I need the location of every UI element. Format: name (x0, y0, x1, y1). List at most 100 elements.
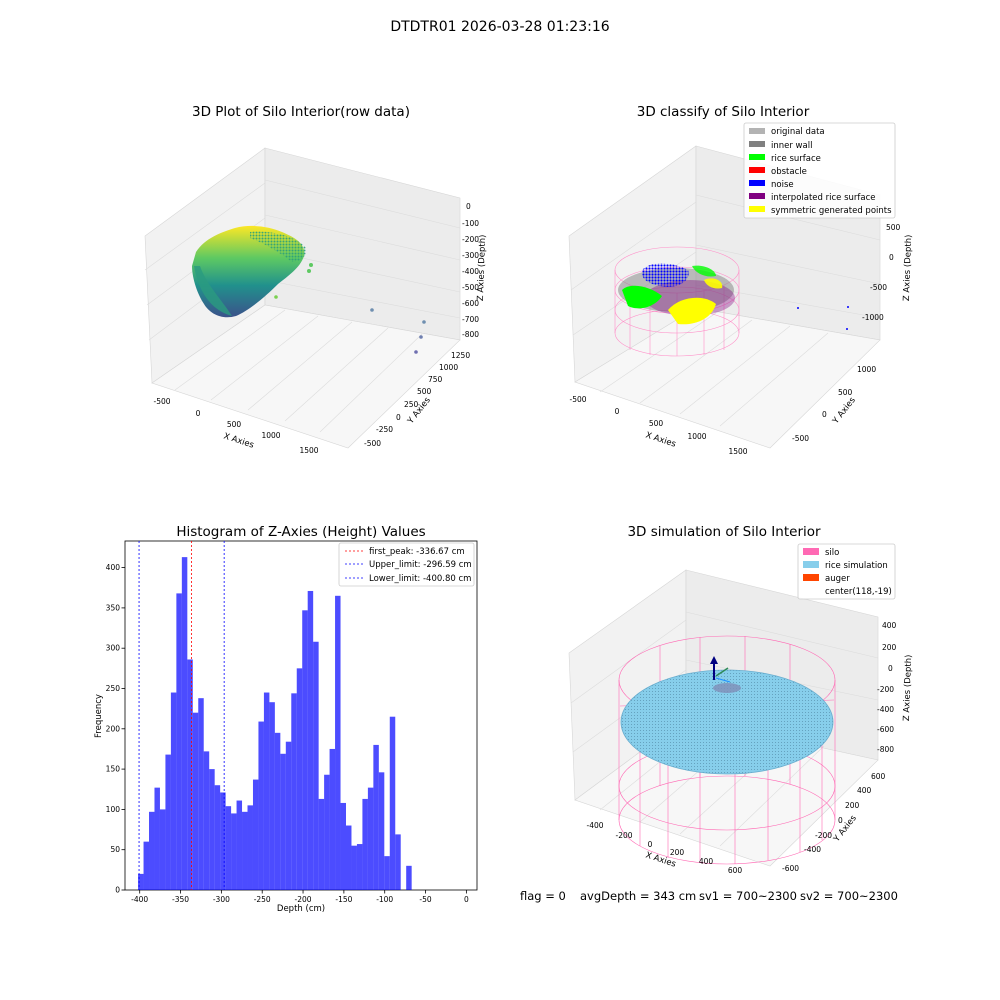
sim-y-tick: -400 (804, 845, 821, 854)
footer-sv1: sv1 = 700~2300 (699, 889, 797, 903)
classify-symmetric-points (668, 297, 716, 325)
histogram-legend-label: first_peak: -336.67 cm (369, 547, 465, 557)
raw-z-tick: -100 (462, 219, 479, 228)
histogram-bar (367, 787, 374, 890)
panel-classify-title: 3D classify of Silo Interior (637, 104, 810, 120)
histogram-x-tick-label: -150 (335, 895, 352, 904)
raw-z-tick: -600 (462, 299, 479, 308)
sim-y-tick: 400 (857, 786, 872, 795)
classify-legend-swatch (749, 206, 765, 212)
histogram-title: Histogram of Z-Axies (Height) Values (176, 524, 425, 540)
histogram-bar (170, 692, 177, 890)
histogram-legend: first_peak: -336.67 cm Upper_limit: -296… (338, 542, 475, 587)
sim-x-tick: 0 (648, 840, 653, 849)
histogram-bar (351, 845, 357, 890)
classify-legend-label: rice surface (771, 154, 821, 164)
classify-legend-label: obstacle (771, 167, 807, 177)
histogram-legend-entry: Upper_limit: -296.59 cm (345, 560, 472, 570)
classify-x-tick: 0 (615, 407, 620, 416)
sim-z-tick: 0 (888, 664, 893, 673)
histogram-bar (378, 772, 385, 890)
sim-y-tick: 600 (871, 772, 886, 781)
sim-legend-entry: auger (803, 574, 850, 584)
histogram-bar (242, 811, 248, 890)
sim-z-ticks: -800 -600 -400 -200 0 200 400 (877, 621, 897, 754)
histogram-y-tick-label: 150 (106, 765, 121, 774)
sim-x-tick: 200 (670, 848, 685, 857)
histogram-bar (318, 798, 325, 890)
histogram-bar (340, 802, 347, 890)
sim-x-tick: -200 (615, 831, 632, 840)
raw-outlier (370, 308, 374, 312)
raw-y-tick: -250 (376, 425, 393, 434)
sim-z-label: Z Axies (Depth) (902, 654, 914, 721)
status-footer: flag = 0 avgDepth = 343 cm sv1 = 700~230… (520, 889, 898, 903)
histogram-legend-entry: first_peak: -336.67 cm (345, 547, 465, 557)
histogram-legend-label: Lower_limit: -400.80 cm (369, 574, 471, 584)
sim-x-tick: -400 (586, 821, 603, 830)
raw-y-tick: 750 (428, 375, 443, 384)
classify-x-tick: 1000 (687, 432, 706, 441)
sim-z-tick: 400 (882, 621, 897, 630)
raw-z-label: Z Axies (Depth) (476, 234, 488, 301)
histogram-y-label: Frequency (94, 694, 104, 738)
histogram-y-tick-label: 400 (106, 563, 121, 572)
histogram-bar (138, 873, 144, 890)
classify-legend-swatch (749, 128, 765, 134)
panel-simulation: 3D simulation of Silo Interior (568, 524, 914, 875)
histogram-x-tick-label: -300 (213, 895, 230, 904)
classify-legend-entry: symmetric generated points (749, 206, 892, 216)
histogram-x-tick-label: -400 (131, 895, 148, 904)
classify-noise-outlier (847, 306, 849, 308)
histogram-y-tick-label: 100 (106, 805, 121, 814)
classify-legend-entry: noise (749, 180, 794, 190)
classify-y-tick: 0 (822, 410, 827, 419)
classify-legend-swatch (749, 154, 765, 160)
histogram-y-tick-label: 200 (106, 724, 121, 733)
sim-z-tick: -200 (877, 685, 894, 694)
raw-cloud-dots (194, 266, 232, 316)
raw-z-tick: 0 (466, 202, 471, 211)
figure-title: DTDTR01 2026-03-28 01:23:16 (390, 19, 609, 35)
histogram-legend-entry: Lower_limit: -400.80 cm (345, 574, 471, 584)
sim-legend-label: center(118,-19) (825, 587, 892, 597)
classify-y-tick: -500 (792, 434, 809, 443)
classify-z-tick: 500 (886, 223, 901, 232)
histogram-legend-box (338, 542, 475, 587)
classify-legend-entry: rice surface (749, 154, 821, 164)
sim-legend-swatch (803, 548, 819, 555)
histogram-bar (324, 774, 330, 890)
histogram-bar (159, 809, 166, 890)
classify-z-tick: -1000 (862, 313, 884, 322)
raw-y-tick: 1000 (439, 363, 458, 372)
classify-legend-label: noise (771, 180, 794, 190)
histogram-bar (198, 698, 204, 890)
classify-legend-swatch (749, 193, 765, 199)
sim-rice-surface (620, 669, 834, 775)
histogram-bar (236, 800, 243, 890)
sim-legend-label: silo (825, 548, 839, 558)
histogram-legend-label: Upper_limit: -296.59 cm (369, 560, 472, 570)
histogram-bar (362, 798, 368, 890)
classify-legend-label: interpolated rice surface (771, 193, 876, 203)
panel-simulation-title: 3D simulation of Silo Interior (627, 524, 821, 540)
raw-y-tick: -500 (364, 439, 381, 448)
sim-legend-label: rice simulation (825, 561, 888, 571)
histogram-bar (181, 557, 188, 890)
histogram-bar (220, 792, 226, 890)
raw-y-tick: 250 (404, 400, 419, 409)
raw-y-tick: 500 (417, 387, 432, 396)
classify-legend-swatch (749, 167, 765, 173)
histogram-bar (176, 593, 182, 890)
raw-x-tick: 1500 (299, 446, 318, 455)
raw-x-ticks: -500 0 500 1000 1500 (153, 397, 318, 455)
raw-y-tick: 1250 (451, 351, 470, 360)
classify-legend-label: symmetric generated points (771, 206, 892, 216)
classify-noise-points (641, 263, 689, 287)
histogram-bar (274, 732, 281, 890)
raw-x-tick: 500 (227, 420, 242, 429)
classify-noise-outlier (846, 328, 848, 330)
histogram-bar (302, 610, 308, 890)
raw-x-tick: 1000 (261, 431, 280, 440)
